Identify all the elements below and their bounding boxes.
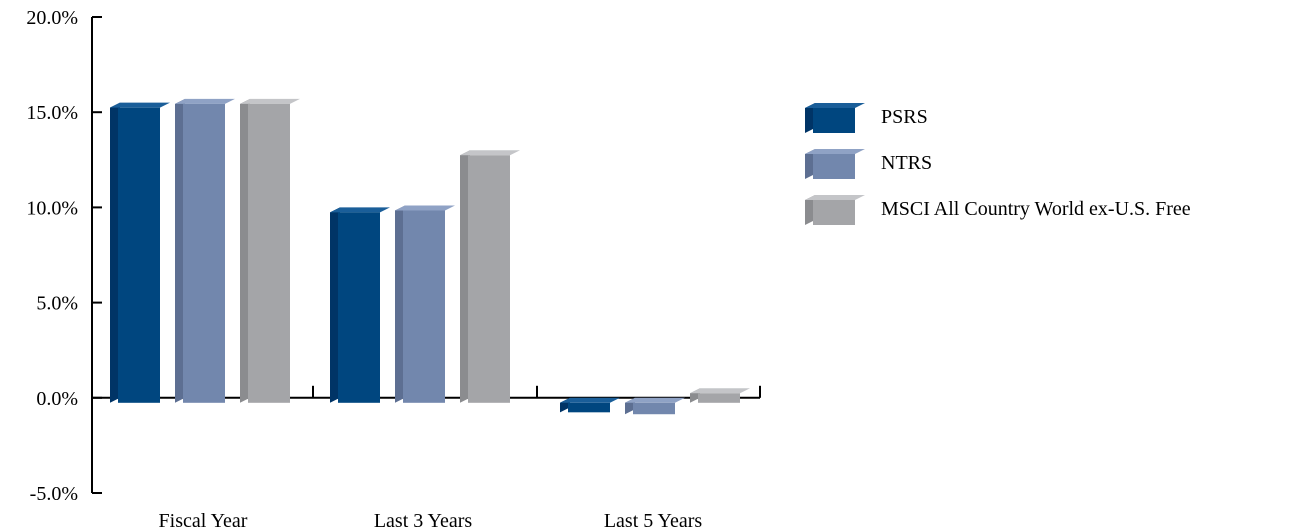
legend-swatch-side [805, 149, 815, 179]
category-label: Fiscal Year [159, 510, 248, 529]
y-tick-label: 10.0% [26, 197, 78, 219]
legend-label: NTRS [881, 152, 932, 174]
bar [175, 98, 235, 403]
bar [240, 98, 300, 403]
bar-top [625, 397, 685, 403]
legend-item: NTRS [805, 149, 932, 179]
bar-top [330, 207, 390, 213]
legend-swatch [813, 154, 855, 179]
bar [110, 102, 170, 403]
legend-label: PSRS [881, 106, 928, 128]
legend-swatch [813, 200, 855, 225]
bar [395, 205, 455, 403]
bar-top [240, 98, 300, 104]
bar-top [175, 98, 235, 104]
bar-front [633, 402, 675, 415]
bar [460, 150, 520, 403]
bar-front [403, 210, 445, 403]
bar-front [118, 107, 160, 403]
bar-side [175, 98, 185, 403]
legend-item: MSCI All Country World ex-U.S. Free [805, 195, 1191, 225]
legend-swatch-side [805, 195, 815, 225]
bar-front [248, 103, 290, 403]
bar-top [690, 388, 750, 394]
y-tick-label: 15.0% [26, 102, 78, 124]
bar-top [560, 397, 620, 403]
legend-swatch-top [805, 103, 865, 108]
axes: 20.0% 15.0% 10.0% 5.0% 0.0% -5.0% Fiscal Year L… [26, 7, 761, 529]
bar-side [460, 150, 470, 403]
legend-label: MSCI All Country World ex-U.S. Free [881, 198, 1191, 220]
bar-front [698, 393, 740, 403]
bar-front [338, 212, 380, 403]
y-tick-label: 5.0% [36, 293, 78, 315]
bar-front [568, 402, 610, 413]
legend-item: PSRS [805, 103, 928, 133]
bar-front [183, 103, 225, 403]
legend-swatch-top [805, 195, 865, 200]
legend-swatch-top [805, 149, 865, 154]
y-tick-label: -5.0% [30, 483, 78, 505]
bar [690, 388, 750, 403]
bar-top [460, 150, 520, 156]
legend-swatch [813, 108, 855, 133]
category-label: Last 3 Years [374, 510, 473, 529]
y-tick-label: 0.0% [36, 388, 78, 410]
bar-side [240, 98, 250, 403]
bar [625, 397, 685, 415]
bar-front [468, 155, 510, 403]
y-tick-label: 20.0% [26, 7, 78, 29]
bar [560, 397, 620, 413]
bar-top [395, 205, 455, 211]
bar-side [395, 205, 405, 403]
bar-side [110, 102, 120, 403]
category-label: Last 5 Years [604, 510, 703, 529]
bar-side [330, 207, 340, 403]
bars [110, 98, 750, 415]
legend: PSRS NTRS MSCI All Country World ex-U.S. F… [805, 103, 1191, 225]
bar [330, 207, 390, 403]
legend-swatch-side [805, 103, 815, 133]
bar-top [110, 102, 170, 108]
